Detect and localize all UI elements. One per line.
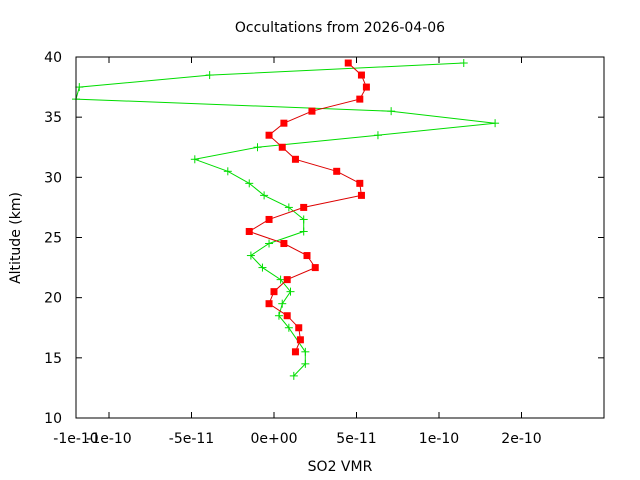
data-point-square bbox=[280, 119, 288, 127]
data-point-square bbox=[357, 71, 365, 79]
data-point-square bbox=[265, 215, 273, 223]
data-point-square bbox=[311, 264, 319, 272]
data-point-plus bbox=[289, 371, 298, 380]
y-tick-label: 40 bbox=[44, 50, 62, 66]
data-point-plus bbox=[75, 83, 84, 92]
data-point-square bbox=[295, 324, 303, 332]
x-tick-label: -1e-10 bbox=[53, 431, 98, 447]
data-point-square bbox=[357, 191, 365, 199]
data-point-plus bbox=[205, 71, 214, 80]
x-tick-label: 5e-11 bbox=[336, 431, 376, 447]
data-point-plus bbox=[278, 299, 287, 308]
data-point-plus bbox=[284, 323, 293, 332]
data-point-square bbox=[283, 276, 291, 284]
y-axis: 10 15 20 25 30 35 40 bbox=[44, 50, 604, 427]
y-axis-label: Altitude (km) bbox=[8, 192, 24, 284]
data-point-plus bbox=[260, 191, 269, 200]
x-tick-label: -1e-10 bbox=[86, 431, 131, 447]
y-tick-label: 35 bbox=[44, 110, 62, 126]
data-point-plus bbox=[491, 119, 500, 128]
data-point-plus bbox=[299, 227, 308, 236]
data-point-square bbox=[245, 227, 253, 235]
data-point-plus bbox=[299, 215, 308, 224]
x-axis: -1e-10-1e-10 -5e-11 0e+00 5e-11 1e-10 2e-10 bbox=[53, 57, 542, 447]
y-tick-label: 15 bbox=[44, 351, 62, 367]
x-axis-label: SO2 VMR bbox=[308, 459, 373, 475]
plot-frame bbox=[75, 56, 605, 419]
data-point-plus bbox=[301, 347, 310, 356]
x-tick-label: 2e-10 bbox=[501, 431, 541, 447]
series-line-1 bbox=[75, 62, 496, 377]
data-point-square bbox=[283, 312, 291, 320]
data-point-plus bbox=[245, 179, 254, 188]
data-point-square bbox=[300, 203, 308, 211]
data-point-square bbox=[356, 95, 364, 103]
data-point-plus bbox=[274, 311, 283, 320]
data-point-plus bbox=[284, 203, 293, 212]
x-tick-label: 1e-10 bbox=[419, 431, 459, 447]
x-tick-label: 0e+00 bbox=[250, 431, 297, 447]
data-point-square bbox=[291, 155, 299, 163]
data-point-square bbox=[278, 143, 286, 151]
data-point-plus bbox=[387, 107, 396, 116]
chart-title: Occultations from 2026-04-06 bbox=[235, 20, 445, 36]
data-point-square bbox=[265, 131, 273, 139]
data-point-plus bbox=[223, 167, 232, 176]
data-point-plus bbox=[258, 263, 267, 272]
data-point-square bbox=[291, 348, 299, 356]
data-point-plus bbox=[301, 359, 310, 368]
data-point-square bbox=[333, 167, 341, 175]
y-tick-label: 30 bbox=[44, 170, 62, 186]
x-tick-label: -5e-11 bbox=[169, 431, 214, 447]
y-tick-label: 10 bbox=[44, 411, 62, 427]
data-point-square bbox=[270, 288, 278, 296]
data-point-square bbox=[344, 59, 352, 67]
data-point-plus bbox=[190, 155, 199, 164]
data-point-plus bbox=[286, 287, 295, 296]
data-point-plus bbox=[373, 131, 382, 140]
data-point-square bbox=[280, 240, 288, 248]
data-point-plus bbox=[276, 275, 285, 284]
data-point-plus bbox=[265, 239, 274, 248]
data-point-plus bbox=[459, 59, 468, 68]
data-point-square bbox=[265, 300, 273, 308]
data-point-plus bbox=[246, 251, 255, 260]
data-point-square bbox=[303, 252, 311, 260]
y-tick-label: 20 bbox=[44, 291, 62, 307]
series-group bbox=[72, 59, 500, 380]
data-point-square bbox=[362, 83, 370, 91]
data-point-plus bbox=[253, 143, 262, 152]
y-tick-label: 25 bbox=[44, 231, 62, 247]
data-point-square bbox=[308, 107, 316, 115]
data-point-square bbox=[356, 179, 364, 187]
data-point-square bbox=[296, 336, 304, 344]
